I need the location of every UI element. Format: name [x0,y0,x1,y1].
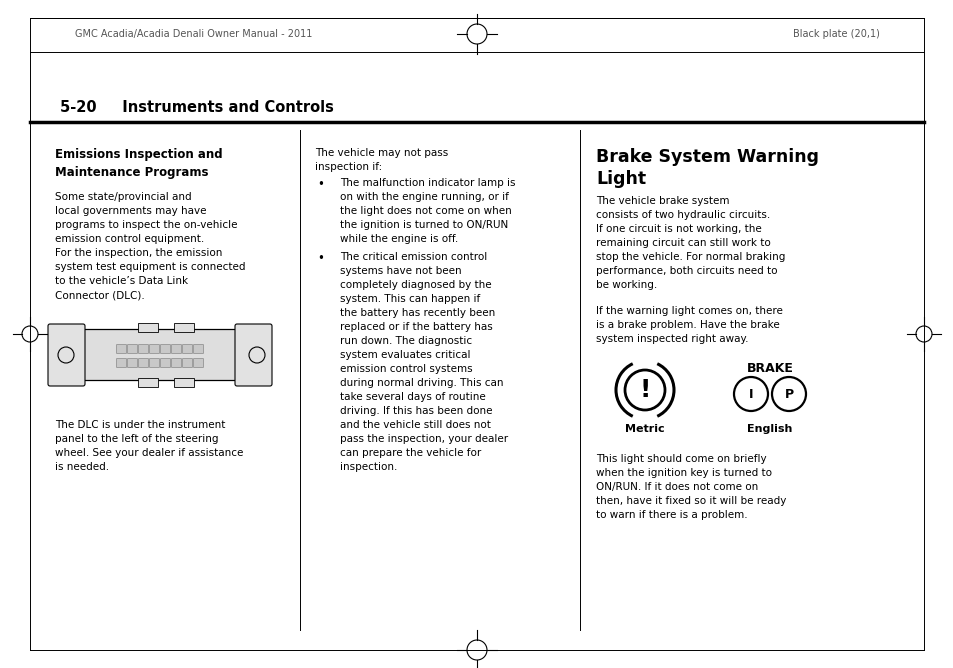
FancyBboxPatch shape [172,359,181,367]
FancyBboxPatch shape [78,329,241,381]
FancyBboxPatch shape [138,359,149,367]
Text: The malfunction indicator lamp is
on with the engine running, or if
the light do: The malfunction indicator lamp is on wit… [339,178,515,244]
Text: •: • [316,178,323,191]
Text: !: ! [639,378,650,402]
FancyBboxPatch shape [138,345,149,353]
Text: P: P [783,387,793,401]
Text: If the warning light comes on, there
is a brake problem. Have the brake
system i: If the warning light comes on, there is … [596,306,782,344]
FancyBboxPatch shape [128,345,137,353]
FancyBboxPatch shape [116,359,127,367]
FancyBboxPatch shape [234,324,272,386]
Text: The vehicle may not pass
inspection if:: The vehicle may not pass inspection if: [314,148,448,172]
FancyBboxPatch shape [182,345,193,353]
Bar [138,323,158,332]
Text: Metric: Metric [624,424,664,434]
Bar [173,378,193,387]
FancyBboxPatch shape [160,359,171,367]
FancyBboxPatch shape [172,345,181,353]
Text: Emissions Inspection and
Maintenance Programs: Emissions Inspection and Maintenance Pro… [55,148,222,179]
Text: Some state/provincial and
local governments may have
programs to inspect the on-: Some state/provincial and local governme… [55,192,245,300]
Text: Black plate (20,1): Black plate (20,1) [792,29,879,39]
Text: The vehicle brake system
consists of two hydraulic circuits.
If one circuit is n: The vehicle brake system consists of two… [596,196,784,290]
FancyBboxPatch shape [150,345,159,353]
Bar [138,378,158,387]
Text: The DLC is under the instrument
panel to the left of the steering
wheel. See you: The DLC is under the instrument panel to… [55,420,243,472]
FancyBboxPatch shape [150,359,159,367]
FancyBboxPatch shape [160,345,171,353]
Text: The critical emission control
systems have not been
completely diagnosed by the
: The critical emission control systems ha… [339,252,508,472]
Text: GMC Acadia/Acadia Denali Owner Manual - 2011: GMC Acadia/Acadia Denali Owner Manual - … [75,29,312,39]
Text: I: I [748,387,753,401]
FancyBboxPatch shape [182,359,193,367]
Bar [173,323,193,332]
FancyBboxPatch shape [193,359,203,367]
FancyBboxPatch shape [48,324,85,386]
FancyBboxPatch shape [116,345,127,353]
FancyBboxPatch shape [128,359,137,367]
Text: •: • [316,252,323,265]
Text: Brake System Warning
Light: Brake System Warning Light [596,148,818,188]
Text: English: English [746,424,792,434]
FancyBboxPatch shape [193,345,203,353]
Text: BRAKE: BRAKE [746,361,793,375]
Text: This light should come on briefly
when the ignition key is turned to
ON/RUN. If : This light should come on briefly when t… [596,454,785,520]
Text: 5-20     Instruments and Controls: 5-20 Instruments and Controls [60,100,334,116]
